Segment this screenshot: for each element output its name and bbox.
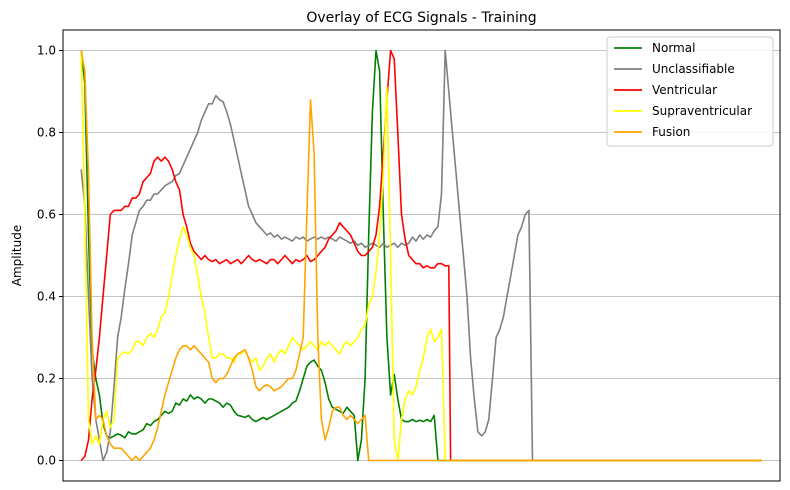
series-line-supraventricular [80, 50, 762, 462]
series-line-normal [80, 49, 762, 462]
legend: Normal Unclassifiable Ventricular Supravent… [606, 36, 774, 147]
y-tick-label: 0.2 [37, 372, 56, 386]
axes-frame [62, 29, 781, 482]
legend-label-unclassifiable: Unclassifiable [652, 62, 735, 76]
y-tick-label: 0.4 [37, 290, 56, 304]
series-line-ventricular [80, 49, 762, 462]
chart-title: Overlay of ECG Signals - Training [306, 10, 536, 26]
legend-label-normal: Normal [652, 41, 695, 55]
series-line-unclassifiable [80, 49, 762, 462]
legend-label-ventricular: Ventricular [652, 83, 717, 97]
y-axis-label: Amplitude [10, 225, 24, 287]
legend-box [606, 36, 774, 147]
series-lines [80, 49, 762, 462]
series-line-fusion [80, 50, 762, 462]
y-tick-label: 0.8 [37, 126, 56, 140]
legend-label-fusion: Fusion [652, 125, 690, 139]
y-tick-label: 0.0 [37, 454, 56, 468]
y-tick-label: 1.0 [37, 44, 56, 58]
legend-label-supraventricular: Supraventricular [652, 104, 752, 118]
y-axis-ticks: 0.0 0.2 0.4 0.6 0.8 1.0 [37, 44, 63, 468]
y-tick-label: 0.6 [37, 208, 56, 222]
